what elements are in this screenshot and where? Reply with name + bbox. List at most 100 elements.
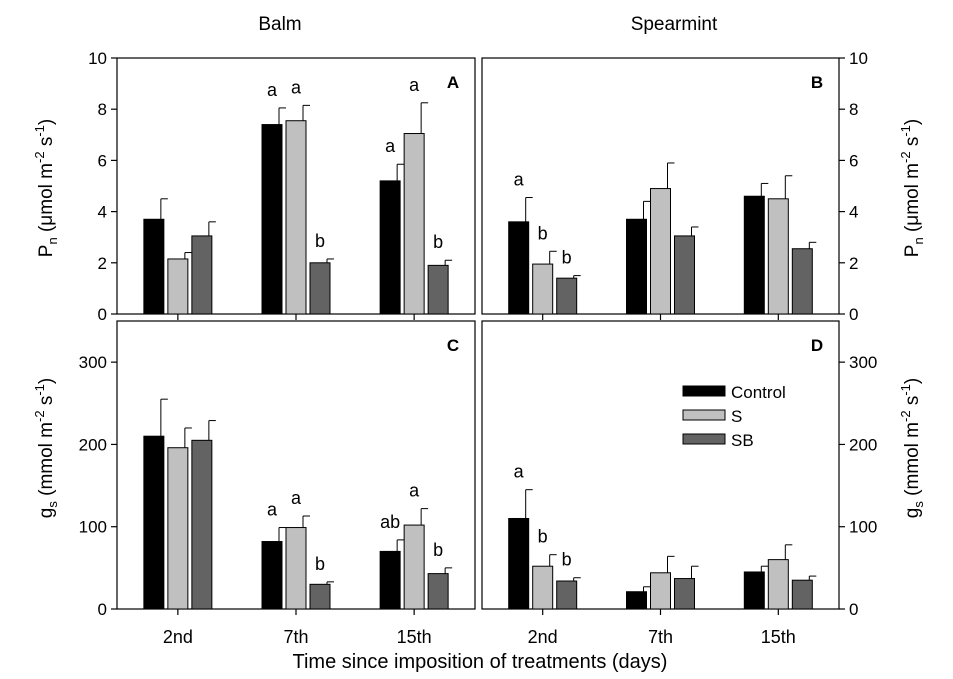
bar [427,573,449,610]
y-tick-label: 6 [98,151,107,170]
gs-unit-close: ) [902,378,923,384]
y-tick-label: 200 [79,435,107,454]
pn-unit-s: s [36,137,57,152]
bar [261,124,283,315]
significance-letter: a [267,80,278,100]
y-tick-label: 100 [79,518,107,537]
column-title-right: Spearmint [631,14,718,35]
pn-mu: μ [36,215,57,226]
significance-letter: b [538,527,548,547]
bar [309,262,331,315]
pn-unit-close: ) [902,119,923,125]
y-tick-label: 2 [849,254,858,273]
y-axis-title-gs-right: gs (mmol m-2 s-1) [898,378,926,518]
x-tick-label: 2nd [528,627,558,647]
bar [674,578,695,610]
y-tick-label: 10 [849,49,868,68]
significance-letter: b [315,554,325,574]
pn-exp2: -1 [898,125,913,137]
pn-exp2: -1 [32,125,47,137]
bar [556,580,578,610]
bar [403,133,425,315]
gs-exp1: -2 [32,410,47,422]
bar [743,195,765,315]
bar [626,218,647,315]
pn-unit-mid: mol m [36,163,57,215]
y-tick-label: 10 [88,49,107,68]
x-tick-label: 7th [283,627,308,647]
gs-unit-close: ) [36,378,57,384]
bar [791,579,813,610]
bar [167,258,189,315]
pn-symbol: P [902,245,923,258]
significance-letter: a [291,77,302,97]
bar [285,120,307,315]
bar [650,572,671,610]
bar [508,221,530,315]
significance-letter: ab [380,512,400,532]
significance-letter: a [267,500,278,520]
y-tick-label: 0 [98,600,107,619]
gs-unit-open: (mmol m [36,422,57,501]
bar [674,235,695,315]
bar [285,527,307,610]
gs-unit-s: s [36,396,57,411]
significance-letter: a [409,75,420,95]
y-tick-label: 300 [849,353,877,372]
x-axis-title: Time since imposition of treatments (day… [293,651,668,673]
gs-exp2: -1 [32,384,47,396]
bar [143,218,165,315]
legend-label-sb: SB [731,431,754,450]
y-tick-label: 0 [98,305,107,324]
significance-letter: a [409,481,420,501]
x-tick-label: 15th [397,627,432,647]
significance-letter: b [562,248,572,268]
y-axis-title-pn-right: Pn (μmol m-2 s-1) [898,119,926,257]
y-tick-label: 6 [849,151,858,170]
gs-subscript: s [45,501,60,508]
panel-letter: B [811,73,823,92]
bar [309,583,331,610]
panel-d: D 0 100 200 300 2nd 7th 15th a bb [481,320,877,647]
bar [403,524,425,610]
bar [650,188,671,315]
bar [261,541,283,610]
gs-unit-open: (mmol m [902,422,923,501]
panel-letter: D [811,336,823,355]
bar [427,264,449,315]
significance-letter: b [538,223,548,243]
pn-unit-close: ) [36,119,57,125]
legend-swatch-s [682,409,726,421]
pn-mu: μ [902,215,923,226]
pn-subscript: n [45,237,60,244]
bar [167,447,189,610]
y-tick-label: 4 [849,203,858,222]
x-tick-label: 7th [648,627,673,647]
pn-subscript: n [911,237,926,244]
bar [532,263,554,315]
legend-label-control: Control [731,383,786,402]
legend-swatch-sb [682,433,726,445]
column-title-left: Balm [258,14,301,35]
gs-exp1: -2 [898,410,913,422]
y-tick-label: 8 [849,100,858,119]
significance-letter: b [562,550,572,570]
pn-unit-open: ( [36,225,57,237]
panel-b: B 0 2 4 6 8 10 a bb [481,49,868,324]
bar [626,591,647,610]
pn-exp1: -2 [898,151,913,163]
pn-unit-open: ( [902,225,923,237]
bar [143,435,165,610]
significance-letter: a [514,170,525,190]
bar [767,198,789,315]
gs-subscript: s [911,501,926,508]
pn-unit-s: s [902,137,923,152]
gs-unit-s: s [902,396,923,411]
bar [767,559,789,610]
y-tick-label: 2 [98,254,107,273]
y-tick-label: 100 [849,518,877,537]
